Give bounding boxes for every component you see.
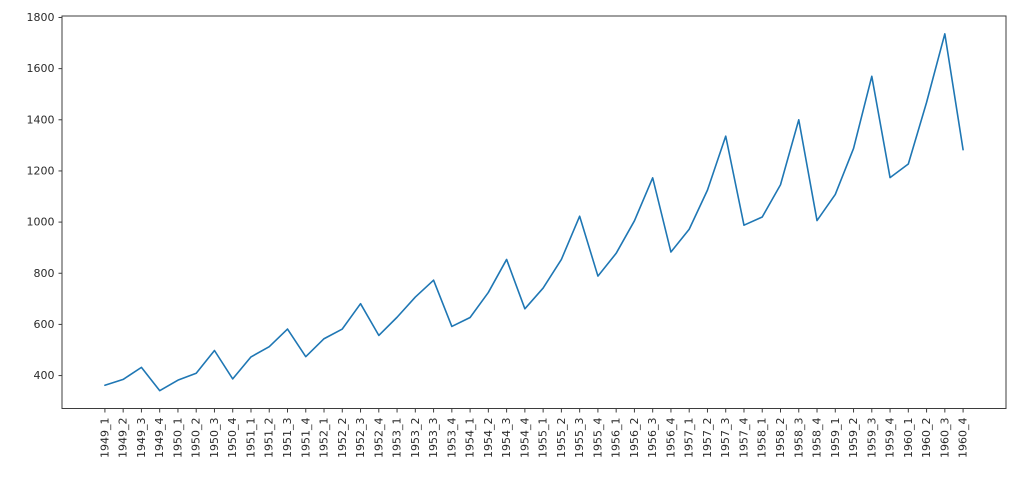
axes-border: [61, 15, 1007, 409]
x-tick-label: 1958_4: [811, 418, 824, 459]
x-tick-label: 1953_2: [409, 418, 422, 459]
y-tick-label: 400: [34, 369, 55, 382]
x-tick-label: 1951_2: [263, 418, 276, 459]
y-tick-label: 800: [34, 267, 55, 280]
y-tick-label: 1600: [27, 62, 55, 75]
x-tick-label: 1951_4: [299, 418, 312, 459]
x-tick-label: 1957_4: [737, 418, 750, 459]
x-tick-label: 1958_1: [756, 418, 769, 459]
x-tick-label: 1956_3: [646, 418, 659, 459]
x-tick-label: 1958_3: [792, 418, 805, 459]
x-tick-label: 1960_1: [902, 418, 915, 459]
x-tick-label: 1959_1: [829, 418, 842, 459]
x-tick-label: 1949_1: [98, 418, 111, 459]
x-tick-label: 1955_3: [573, 418, 586, 459]
x-tick-label: 1960_2: [920, 418, 933, 459]
x-tick-label: 1954_4: [518, 418, 531, 459]
x-tick-label: 1953_1: [391, 418, 404, 459]
x-tick-label: 1954_3: [500, 418, 513, 459]
x-tick-label: 1949_3: [135, 418, 148, 459]
x-tick-label: 1952_2: [336, 418, 349, 459]
x-tick-label: 1952_3: [354, 418, 367, 459]
y-tick-label: 600: [34, 318, 55, 331]
x-tick-label: 1958_2: [774, 418, 787, 459]
x-tick-label: 1956_2: [628, 418, 641, 459]
x-tick-label: 1954_2: [482, 418, 495, 459]
x-tick-label: 1950_1: [171, 418, 184, 459]
x-tick-label: 1957_2: [701, 418, 714, 459]
x-tick-label: 1959_2: [847, 418, 860, 459]
x-tick-label: 1959_4: [884, 418, 897, 459]
x-tick-label: 1957_3: [719, 418, 732, 459]
x-tick-label: 1955_2: [555, 418, 568, 459]
x-tick-label: 1951_1: [244, 418, 257, 459]
x-tick-label: 1960_4: [957, 418, 970, 459]
series-line: [104, 33, 964, 392]
x-tick-label: 1950_4: [226, 418, 239, 459]
y-tick-label: 1000: [27, 216, 55, 229]
x-tick-label: 1954_1: [464, 418, 477, 459]
x-tick-label: 1959_3: [865, 418, 878, 459]
x-tick-label: 1955_1: [537, 418, 550, 459]
x-tick-label: 1955_4: [591, 418, 604, 459]
x-tick-label: 1960_3: [938, 418, 951, 459]
x-tick-label: 1950_2: [190, 418, 203, 459]
x-tick-label: 1949_2: [117, 418, 130, 459]
y-tick-label: 1400: [27, 113, 55, 126]
y-tick-label: 1200: [27, 164, 55, 177]
x-tick-label: 1953_3: [427, 418, 440, 459]
x-tick-label: 1956_4: [664, 418, 677, 459]
x-tick-label: 1950_3: [208, 418, 221, 459]
x-tick-label: 1953_4: [445, 418, 458, 459]
x-tick-label: 1956_1: [610, 418, 623, 459]
x-tick-label: 1951_3: [281, 418, 294, 459]
x-tick-label: 1957_1: [683, 418, 696, 459]
y-tick-label: 1800: [27, 11, 55, 24]
x-tick-label: 1952_4: [372, 418, 385, 459]
x-tick-label: 1952_1: [318, 418, 331, 459]
x-tick-label: 1949_4: [153, 418, 166, 459]
